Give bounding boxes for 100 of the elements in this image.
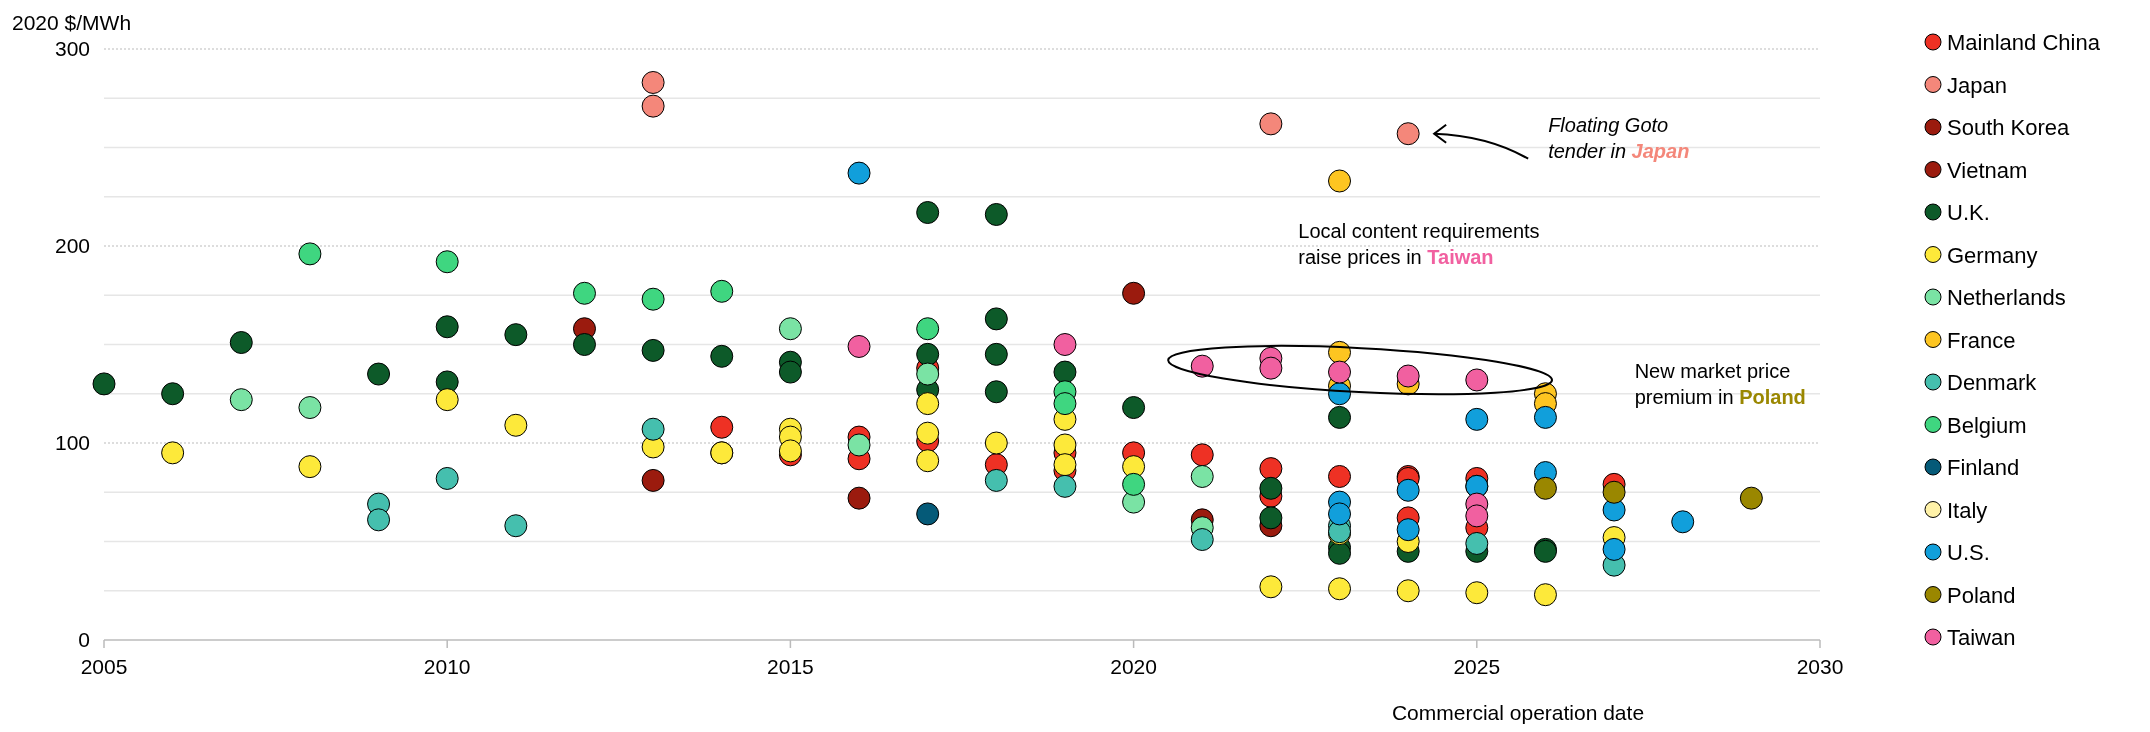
y-tick-label: 0 [78, 628, 90, 651]
x-tick-label: 2015 [767, 655, 814, 678]
point [1053, 333, 1077, 356]
legend-label: Mainland China [1947, 30, 2101, 55]
x-tick-label: 2030 [1796, 655, 1844, 678]
point [1533, 476, 1557, 500]
point [641, 70, 665, 94]
point [847, 334, 871, 358]
point [916, 201, 940, 225]
point [1190, 443, 1214, 467]
point [435, 466, 459, 490]
point [1328, 577, 1352, 601]
y-tick-label: 100 [54, 431, 90, 454]
text: Local content requirements raise prices in Taiwan [1298, 220, 1540, 269]
point [1190, 464, 1214, 488]
point [161, 441, 185, 465]
point [504, 323, 528, 347]
x-tick-label: 2025 [1453, 655, 1501, 678]
legend-label: Italy [1947, 497, 1988, 523]
point [229, 388, 253, 412]
point [298, 455, 322, 479]
point [1328, 405, 1352, 429]
point [641, 417, 665, 441]
point [984, 380, 1008, 404]
point [1190, 528, 1214, 552]
point [984, 342, 1008, 366]
point [916, 421, 940, 445]
legend-label: Vietnam [1947, 157, 2028, 183]
point [1053, 433, 1077, 457]
point [1396, 122, 1420, 146]
point [161, 382, 185, 406]
point [1259, 112, 1283, 136]
point [229, 331, 253, 355]
point [916, 392, 940, 416]
point [984, 202, 1008, 226]
point [641, 94, 665, 118]
point [1465, 407, 1489, 431]
point [1533, 583, 1557, 607]
point [1328, 360, 1352, 384]
legend-label: Poland [1947, 582, 2016, 608]
legend-label: Japan [1947, 72, 2007, 98]
point [1259, 506, 1283, 530]
x-tick-label: 2020 [1110, 655, 1157, 678]
point [1671, 510, 1695, 534]
point [367, 508, 391, 532]
point [1328, 464, 1352, 488]
point [367, 362, 391, 386]
legend-label: France [1947, 327, 2016, 353]
point [1533, 405, 1557, 429]
point [916, 342, 940, 366]
point [1328, 502, 1352, 526]
point [778, 317, 802, 341]
x-axis-title: Commercial operation date [1391, 701, 1645, 724]
y-tick-label: 200 [54, 234, 90, 257]
point [298, 396, 322, 420]
point [1328, 169, 1352, 193]
point [1396, 364, 1420, 388]
x-tick-label: 2005 [80, 655, 128, 678]
point [92, 372, 116, 396]
point [1465, 504, 1489, 528]
point [572, 333, 596, 356]
point [916, 449, 940, 473]
point [572, 281, 596, 305]
point [1122, 281, 1146, 305]
annotation: Floating Goto tender in Japan [1548, 113, 1690, 162]
point [1053, 360, 1077, 384]
point [1739, 486, 1763, 510]
legend-label: Netherlands [1947, 285, 2066, 310]
point [1259, 356, 1283, 380]
point [641, 287, 665, 311]
text: New market price premium in Poland [1634, 359, 1806, 408]
point [1122, 396, 1146, 420]
point [435, 388, 459, 412]
point [504, 413, 528, 437]
point [1396, 478, 1420, 502]
y-tick-label: 300 [54, 37, 90, 60]
point [984, 468, 1008, 492]
legend-label: U.S. [1947, 540, 1990, 565]
x-tick-label: 2010 [423, 655, 471, 678]
point [435, 250, 459, 274]
point [641, 338, 665, 362]
point [1465, 581, 1489, 605]
point [1259, 457, 1283, 481]
legend-label: Belgium [1947, 412, 2027, 438]
point [778, 360, 802, 384]
point [1190, 354, 1214, 378]
point [847, 486, 871, 510]
point [1259, 575, 1283, 599]
legend-label: U.K. [1947, 200, 1990, 225]
point [916, 502, 940, 526]
point [1053, 453, 1077, 477]
point [1465, 531, 1489, 555]
point [435, 315, 459, 339]
legend-label: Denmark [1947, 370, 2038, 395]
point [504, 514, 528, 538]
legend-label: Finland [1947, 455, 2020, 480]
y-axis-title: 2020 $/MWh [12, 11, 132, 34]
legend-label: South Korea [1947, 115, 2071, 140]
point [1602, 480, 1626, 504]
point [1053, 474, 1077, 498]
